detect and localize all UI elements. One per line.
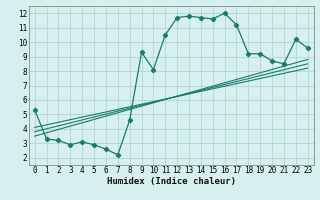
X-axis label: Humidex (Indice chaleur): Humidex (Indice chaleur): [107, 177, 236, 186]
